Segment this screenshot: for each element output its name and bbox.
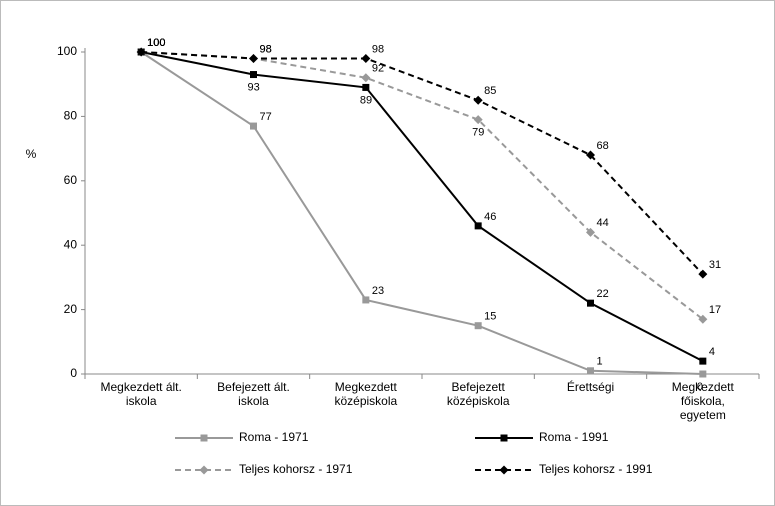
data-label: 89	[360, 94, 372, 106]
data-label: 79	[472, 127, 484, 139]
y-tick-label: 100	[57, 44, 77, 58]
y-axis-label: %	[26, 147, 37, 161]
data-label: 100	[147, 37, 165, 49]
point-marker	[361, 73, 371, 83]
data-label: 68	[597, 140, 609, 152]
series-line	[141, 51, 704, 275]
legend-label: Teljes kohorsz - 1991	[539, 462, 653, 476]
point-marker	[362, 83, 370, 91]
x-tick-label: Megkezdett középiskola	[334, 380, 397, 408]
point-marker	[474, 222, 482, 230]
x-tick-label: Befejezett középiskola	[447, 380, 510, 408]
point-marker	[136, 47, 146, 57]
data-label: 98	[372, 43, 384, 55]
point-marker	[473, 95, 483, 105]
point-marker	[698, 269, 708, 279]
data-label: 77	[260, 111, 272, 123]
data-label: 31	[709, 259, 721, 271]
x-tick-label: Befejezett ált. iskola	[217, 380, 290, 408]
data-label: 85	[484, 85, 496, 97]
point-marker	[587, 299, 594, 307]
legend-label: Roma - 1971	[239, 430, 309, 444]
y-tick-label: 40	[64, 237, 78, 251]
data-label: 1	[597, 356, 603, 368]
point-marker	[362, 296, 370, 304]
y-tick-label: 80	[64, 109, 78, 123]
data-label: 100	[147, 37, 165, 49]
point-marker	[699, 370, 707, 378]
data-label: 4	[709, 346, 715, 358]
data-label: 98	[260, 43, 272, 55]
point-marker	[586, 150, 595, 160]
data-label: 100	[147, 37, 165, 49]
point-marker	[698, 314, 708, 324]
point-marker	[699, 357, 707, 365]
data-label: 17	[709, 304, 721, 316]
x-tick-label: Megkezdett ált. iskola	[100, 380, 181, 408]
point-marker	[474, 322, 482, 330]
legend-label: Teljes kohorsz - 1971	[239, 462, 353, 476]
data-label: 46	[484, 211, 496, 223]
data-label: 92	[372, 63, 384, 75]
legend-marker	[499, 465, 509, 475]
point-marker	[587, 367, 594, 375]
legend-marker	[200, 434, 208, 442]
data-label: 23	[372, 285, 384, 297]
x-tick-label: Érettségi	[567, 379, 614, 394]
x-tick-label: Megkezdett főiskola, egyetem	[672, 380, 735, 422]
legend-label: Roma - 1991	[539, 430, 609, 444]
data-label: 15	[484, 311, 496, 323]
data-label: 98	[260, 43, 272, 55]
series-line	[140, 51, 703, 375]
data-label: 22	[597, 288, 609, 300]
series-line	[140, 51, 704, 363]
point-marker	[361, 53, 371, 63]
data-label: 0	[697, 381, 703, 393]
legend-marker	[199, 465, 209, 475]
point-marker	[250, 71, 257, 79]
point-marker	[586, 227, 595, 237]
point-marker	[473, 115, 483, 125]
y-tick-label: 20	[64, 302, 78, 316]
legend-marker	[500, 434, 508, 442]
y-tick-label: 0	[70, 366, 77, 380]
point-marker	[250, 122, 257, 130]
data-label: 93	[248, 81, 260, 93]
data-label: 100	[147, 37, 165, 49]
y-tick-label: 60	[64, 173, 78, 187]
data-label: 44	[597, 217, 609, 229]
point-marker	[249, 53, 258, 63]
